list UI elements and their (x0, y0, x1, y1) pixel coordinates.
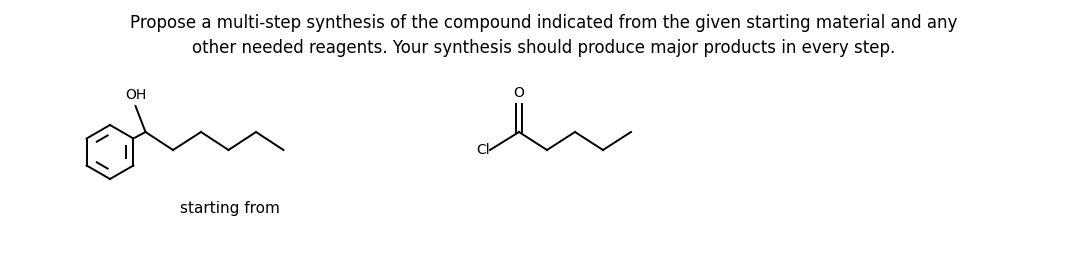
Text: other needed reagents. Your synthesis should produce major products in every ste: other needed reagents. Your synthesis sh… (193, 39, 895, 57)
Text: Propose a multi-step synthesis of the compound indicated from the given starting: Propose a multi-step synthesis of the co… (131, 14, 957, 32)
Text: starting from: starting from (180, 201, 280, 215)
Text: OH: OH (125, 88, 146, 102)
Text: Cl: Cl (477, 143, 490, 157)
Text: O: O (514, 86, 524, 100)
